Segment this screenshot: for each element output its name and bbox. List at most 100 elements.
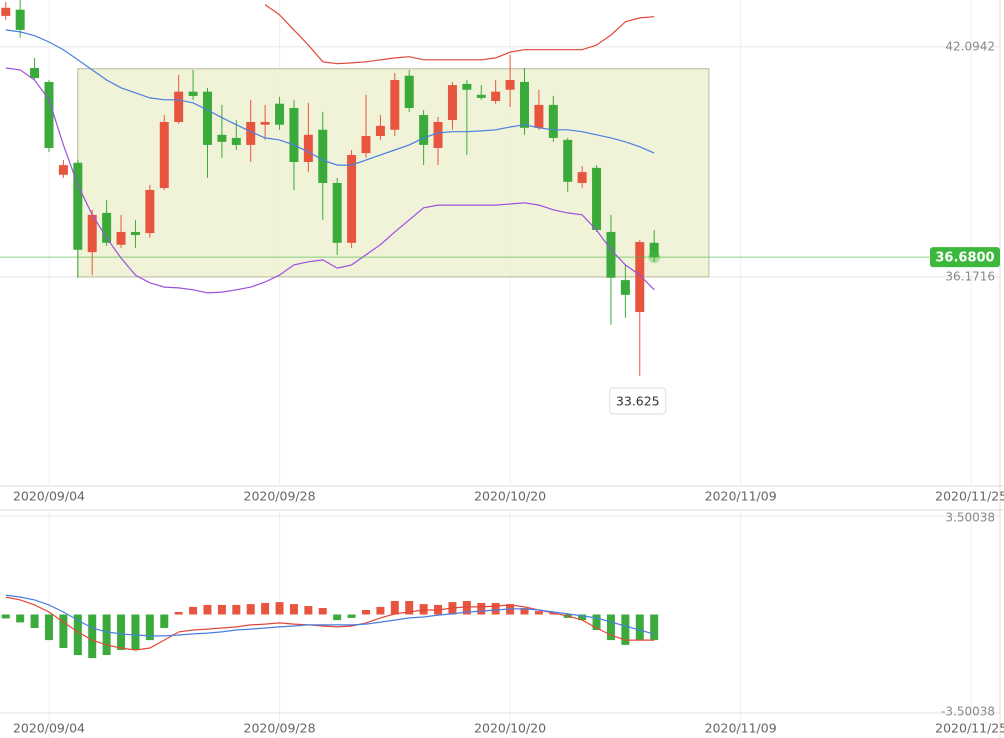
macd-bar bbox=[318, 608, 327, 615]
candle-body bbox=[563, 139, 573, 182]
candle bbox=[534, 89, 544, 130]
x-tick-label: 2020/11/09 bbox=[705, 721, 777, 736]
macd-bar bbox=[145, 614, 154, 641]
candle-body bbox=[275, 103, 285, 125]
macd-bar bbox=[44, 614, 53, 641]
candle bbox=[73, 160, 83, 278]
candle-body bbox=[159, 121, 169, 189]
macd-bar bbox=[88, 614, 97, 659]
macd-bar bbox=[30, 614, 39, 629]
x-tick-label: 2020/11/25 bbox=[935, 721, 1004, 736]
candle-body bbox=[246, 121, 256, 145]
indicator-line bbox=[5, 594, 655, 637]
candle-body bbox=[390, 80, 400, 130]
candle-body bbox=[404, 75, 414, 108]
macd-bar bbox=[261, 602, 270, 615]
indicator-line bbox=[264, 4, 655, 65]
macd-bar bbox=[304, 606, 313, 615]
macd-bar bbox=[217, 604, 226, 615]
x-tick-label: 2020/11/09 bbox=[705, 489, 777, 504]
candle-body bbox=[30, 67, 40, 79]
candle-body bbox=[289, 108, 299, 162]
candle bbox=[217, 104, 227, 158]
candle bbox=[30, 57, 40, 81]
candle-body bbox=[116, 231, 126, 245]
macd-bar bbox=[59, 614, 68, 648]
candle-body bbox=[577, 172, 587, 183]
candle-body bbox=[202, 91, 212, 145]
candle-body bbox=[145, 189, 155, 234]
macd-bar bbox=[621, 614, 630, 645]
candle bbox=[58, 160, 68, 178]
macd-bar bbox=[246, 604, 255, 615]
candle bbox=[606, 214, 616, 325]
candle-body bbox=[635, 242, 645, 312]
candle-body bbox=[462, 83, 472, 90]
candle-body bbox=[44, 81, 54, 149]
macd-bar bbox=[606, 614, 615, 641]
candle-body bbox=[217, 134, 227, 142]
candle bbox=[577, 165, 587, 189]
last-price-label: 36.6800 bbox=[935, 251, 994, 266]
macd-bar bbox=[534, 611, 543, 615]
candle bbox=[505, 54, 515, 107]
macd-bar bbox=[491, 602, 500, 615]
candle-body bbox=[174, 91, 184, 122]
macd-bar bbox=[189, 606, 198, 615]
x-tick-label: 2020/09/28 bbox=[244, 721, 316, 736]
candle bbox=[361, 94, 371, 158]
y-tick-label: -3.50038 bbox=[941, 704, 995, 718]
macd-bar bbox=[650, 614, 659, 641]
candle bbox=[491, 80, 501, 104]
candle bbox=[635, 240, 645, 376]
candle bbox=[202, 87, 212, 178]
candle-body bbox=[73, 162, 83, 250]
candle-body bbox=[318, 129, 328, 183]
candle bbox=[1, 1, 11, 20]
candle-body bbox=[534, 104, 544, 128]
x-tick-label: 2020/10/20 bbox=[474, 721, 546, 736]
macd-bar bbox=[592, 614, 601, 630]
macd-bar bbox=[405, 600, 414, 615]
candle-body bbox=[15, 9, 25, 30]
candle bbox=[130, 219, 140, 248]
indicator-line bbox=[5, 29, 655, 166]
macd-bar bbox=[376, 606, 385, 615]
candle-body bbox=[548, 104, 558, 138]
candle-body bbox=[188, 91, 198, 96]
candle-body bbox=[1, 7, 11, 16]
macd-bar bbox=[520, 608, 529, 615]
candle bbox=[375, 114, 385, 140]
candle bbox=[447, 81, 457, 130]
candle-body bbox=[347, 155, 357, 243]
candle-body bbox=[303, 134, 313, 162]
candle-body bbox=[606, 231, 616, 278]
candle-body bbox=[130, 231, 140, 236]
candle-body bbox=[375, 125, 385, 136]
x-tick-label: 2020/10/20 bbox=[474, 489, 546, 504]
y-tick-label: 36.1716 bbox=[945, 269, 995, 283]
candle-body bbox=[58, 165, 68, 175]
candle-body bbox=[231, 137, 241, 145]
macd-bar bbox=[333, 614, 342, 621]
candle-body bbox=[260, 121, 270, 125]
macd-bar bbox=[390, 600, 399, 615]
macd-bar bbox=[160, 614, 169, 629]
indicator-line bbox=[5, 67, 655, 294]
candle-body bbox=[620, 280, 630, 295]
macd-bar bbox=[289, 604, 298, 615]
last-price-box bbox=[930, 247, 1000, 268]
candle-body bbox=[332, 182, 342, 243]
candle bbox=[188, 69, 198, 100]
x-tick-label: 2020/09/28 bbox=[244, 489, 316, 504]
candle bbox=[318, 111, 328, 220]
candle-body bbox=[649, 242, 659, 258]
candle bbox=[548, 95, 558, 142]
candle-body bbox=[87, 214, 97, 253]
macd-bar bbox=[578, 614, 587, 621]
candle bbox=[404, 69, 414, 112]
x-tick-label: 2020/11/25 bbox=[935, 489, 1004, 504]
candle bbox=[519, 67, 529, 135]
last-price-glow bbox=[648, 251, 661, 264]
